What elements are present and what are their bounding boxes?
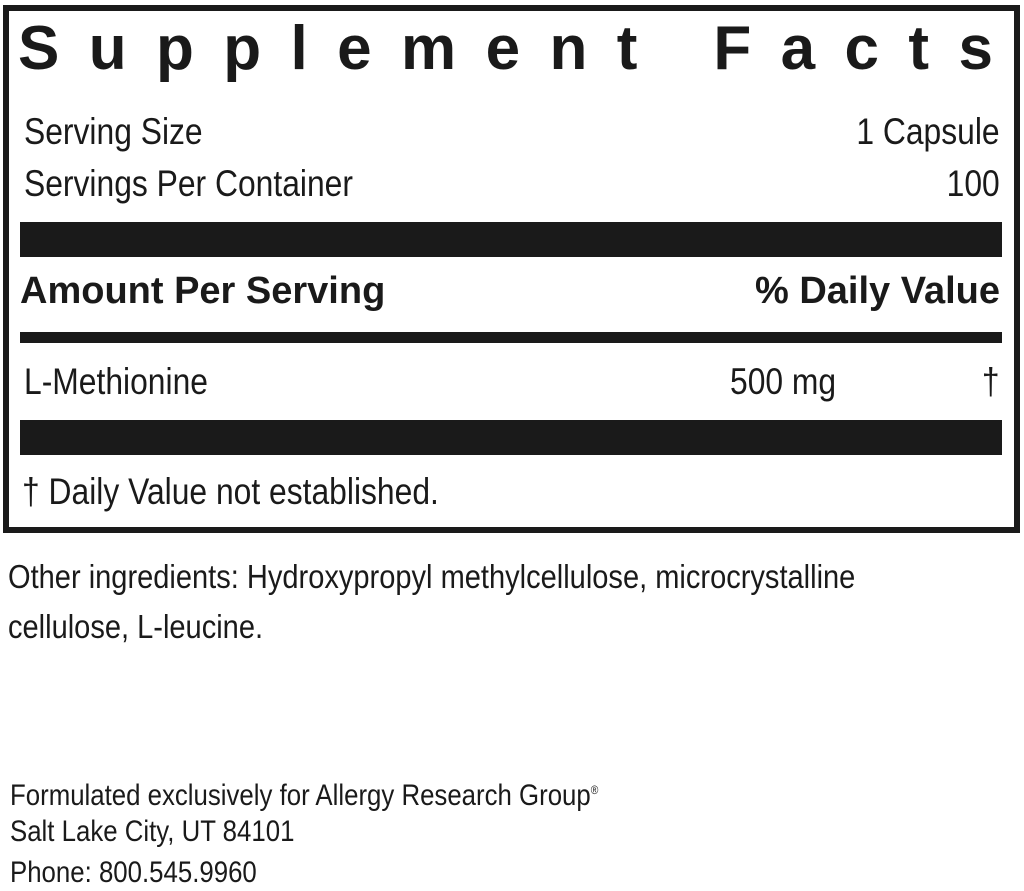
ingredient-name: L-Methionine [24, 361, 208, 402]
title-letter: l [290, 14, 308, 83]
title-letter: e [485, 14, 521, 83]
daily-value-header: % Daily Value [754, 270, 1000, 312]
amount-per-serving-header: Amount Per Serving [20, 270, 386, 312]
footer-manufacturer: Formulated exclusively for Allergy Resea… [10, 772, 598, 814]
thick-divider [20, 222, 1002, 257]
title-letter: m [401, 14, 457, 83]
ingredient-dv: † [982, 361, 1000, 402]
footer-line1: Formulated exclusively for Allergy Resea… [10, 779, 591, 812]
title-letter: u [88, 14, 127, 83]
other-ingredients-line2: cellulose, L-leucine. [8, 608, 264, 645]
footer-address: Salt Lake City, UT 84101 [10, 815, 295, 848]
title-letter: s [958, 14, 993, 83]
title-letter: e [337, 14, 372, 83]
registered-mark: ® [590, 783, 599, 797]
title-letter: t [908, 14, 930, 83]
title-letter [667, 14, 684, 84]
medium-divider [20, 332, 1002, 343]
title-letter: p [156, 14, 194, 83]
other-ingredients-line1: Other ingredients: Hydroxypropyl methylc… [8, 558, 856, 595]
supplement-facts-panel [3, 5, 1020, 533]
title-letter: t [616, 14, 638, 83]
footer-phone: Phone: 800.545.9960 [10, 856, 257, 889]
serving-size-label: Serving Size [24, 111, 203, 152]
footnote: † Daily Value not established. [22, 471, 439, 512]
thick-divider-bottom [20, 420, 1002, 455]
servings-per-container-label: Servings Per Container [24, 163, 353, 204]
title-letter: p [223, 14, 262, 83]
title-letter: F [713, 14, 752, 83]
title-letter: S [18, 14, 60, 83]
servings-per-container-value: 100 [946, 163, 1000, 204]
title-letter: c [844, 14, 880, 83]
ingredient-amount: 500 mg [730, 361, 837, 402]
title-letter: n [549, 14, 588, 83]
serving-size-value: 1 Capsule [856, 111, 1000, 152]
title-letter: a [780, 14, 816, 83]
